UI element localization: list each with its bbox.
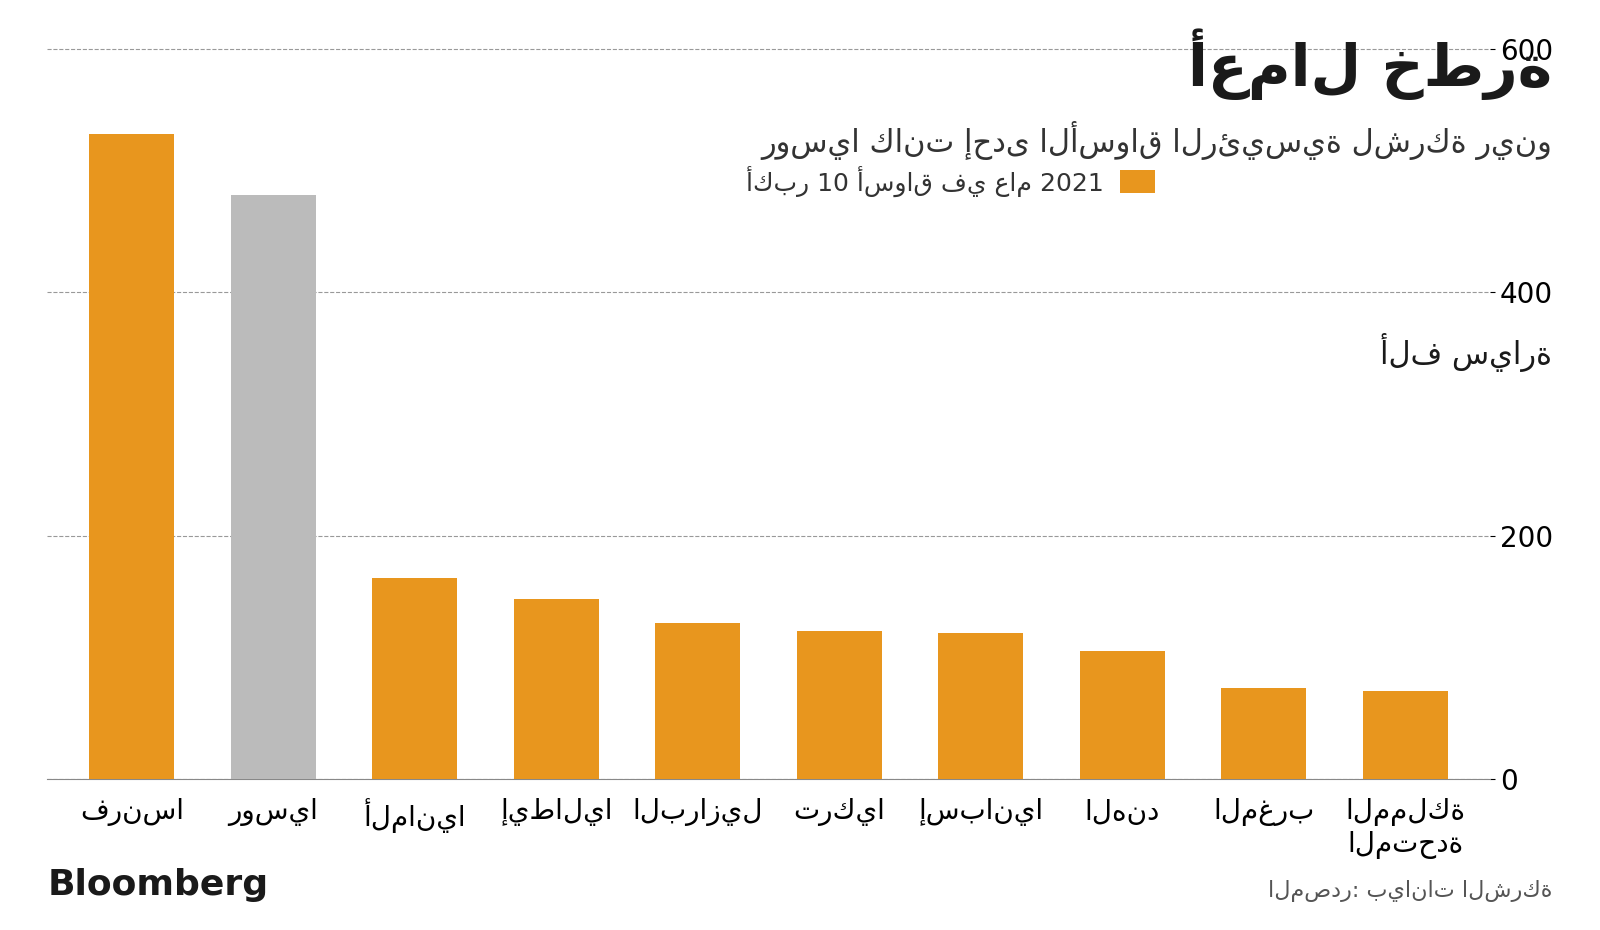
Bar (1221, 688, 1306, 779)
Text: Bloomberg: Bloomberg (48, 868, 269, 902)
Text: أعمال خطرة: أعمال خطرة (1187, 28, 1552, 100)
Text: المصدر: بيانات الشركة: المصدر: بيانات الشركة (1267, 880, 1552, 902)
Bar (656, 623, 741, 779)
Bar (373, 578, 458, 779)
Bar (230, 194, 315, 779)
Bar (90, 134, 174, 779)
Bar (938, 633, 1024, 779)
Bar (797, 631, 882, 779)
Text: روسيا كانت إحدى الأسواق الرئيسية لشركة رينو: روسيا كانت إحدى الأسواق الرئيسية لشركة ر… (762, 121, 1552, 160)
Text: ألف سيارة: ألف سيارة (1379, 333, 1552, 372)
Bar (1363, 691, 1448, 779)
Text: أكبر 10 أسواق في عام 2021: أكبر 10 أسواق في عام 2021 (746, 166, 1104, 197)
Bar (1080, 651, 1165, 779)
Bar (514, 599, 598, 779)
